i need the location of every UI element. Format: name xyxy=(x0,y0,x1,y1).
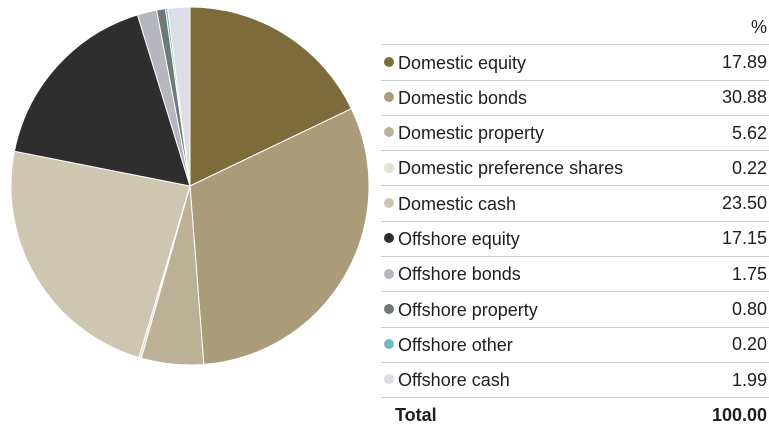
legend-label-cell: Domestic equity xyxy=(381,44,695,81)
legend-label: Offshore other xyxy=(398,334,513,355)
legend-label-cell: Domestic bonds xyxy=(381,80,695,116)
unit-header: % xyxy=(694,10,769,46)
legend-label-cell: Offshore property xyxy=(381,291,695,328)
legend-swatch-icon xyxy=(384,56,394,67)
legend-label-cell: Offshore bonds xyxy=(381,256,695,293)
legend-label: Offshore cash xyxy=(398,369,510,390)
legend-swatch-icon xyxy=(384,92,394,103)
legend-swatch-icon xyxy=(384,374,394,385)
legend-swatch-icon xyxy=(384,127,394,138)
legend-label: Domestic bonds xyxy=(398,87,528,108)
pie-chart xyxy=(0,0,380,419)
total-label: Total xyxy=(395,404,437,425)
legend-table: % Domestic equity 17.89 Domestic bonds 30.8… xyxy=(381,10,769,433)
legend-label: Offshore equity xyxy=(398,228,520,249)
legend-label-cell: Offshore other xyxy=(381,327,695,363)
legend-swatch-icon xyxy=(384,162,394,173)
pie-slice-1 xyxy=(189,108,370,366)
legend-value: 1.99 xyxy=(694,362,769,399)
legend-swatch-icon xyxy=(384,268,394,279)
legend-label-cell: Domestic preference shares xyxy=(381,150,695,187)
legend-header-label xyxy=(381,10,695,46)
legend-value: 17.15 xyxy=(694,221,769,258)
legend-value: 5.62 xyxy=(694,115,769,152)
legend-row: Domestic property 5.62 xyxy=(381,115,769,152)
pie-svg xyxy=(10,6,370,366)
legend-row: Offshore bonds 1.75 xyxy=(381,256,769,293)
legend-row: Offshore property 0.80 xyxy=(381,291,769,328)
legend-swatch-icon xyxy=(384,198,394,208)
legend-value: 0.20 xyxy=(694,327,769,363)
legend-value: 23.50 xyxy=(694,185,769,222)
legend-row: Domestic equity 17.89 xyxy=(381,44,769,81)
legend-row: Offshore cash 1.99 xyxy=(381,362,769,399)
legend-row: Domestic cash 23.50 xyxy=(381,185,769,222)
legend-value: 30.88 xyxy=(694,80,769,116)
legend-swatch-icon xyxy=(384,303,394,314)
legend-value: 17.89 xyxy=(694,44,769,81)
legend-swatch-icon xyxy=(384,233,394,244)
legend-label-cell: Domestic property xyxy=(381,115,695,152)
legend-value: 0.22 xyxy=(694,150,769,187)
pie-slice-9 xyxy=(167,6,191,187)
pie-slice-5 xyxy=(13,14,191,187)
legend-label-cell: Domestic cash xyxy=(381,185,695,222)
legend-row: Offshore equity 17.15 xyxy=(381,221,769,258)
total-value: 100.00 xyxy=(711,404,767,425)
legend-label: Offshore property xyxy=(398,299,538,320)
legend-label-cell: Offshore equity xyxy=(381,221,695,258)
legend-value: 0.80 xyxy=(694,291,769,328)
legend-label: Domestic preference shares xyxy=(398,158,624,179)
legend-label-cell: Offshore cash xyxy=(381,362,695,399)
pie-slice-0 xyxy=(189,6,353,187)
total-row: Total 100.00 xyxy=(381,398,769,433)
legend-label: Offshore bonds xyxy=(398,264,521,285)
pie-slice-4 xyxy=(10,150,191,359)
legend-row: Offshore other 0.20 xyxy=(381,327,769,363)
legend-row: Domestic bonds 30.88 xyxy=(381,80,769,116)
legend-row: Domestic preference shares 0.22 xyxy=(381,150,769,187)
legend-label: Domestic cash xyxy=(398,193,517,214)
legend-label: Domestic equity xyxy=(398,52,527,73)
legend-value: 1.75 xyxy=(694,256,769,293)
legend-header-row: % xyxy=(381,10,769,46)
legend-label: Domestic property xyxy=(398,122,545,143)
legend-swatch-icon xyxy=(384,339,394,350)
